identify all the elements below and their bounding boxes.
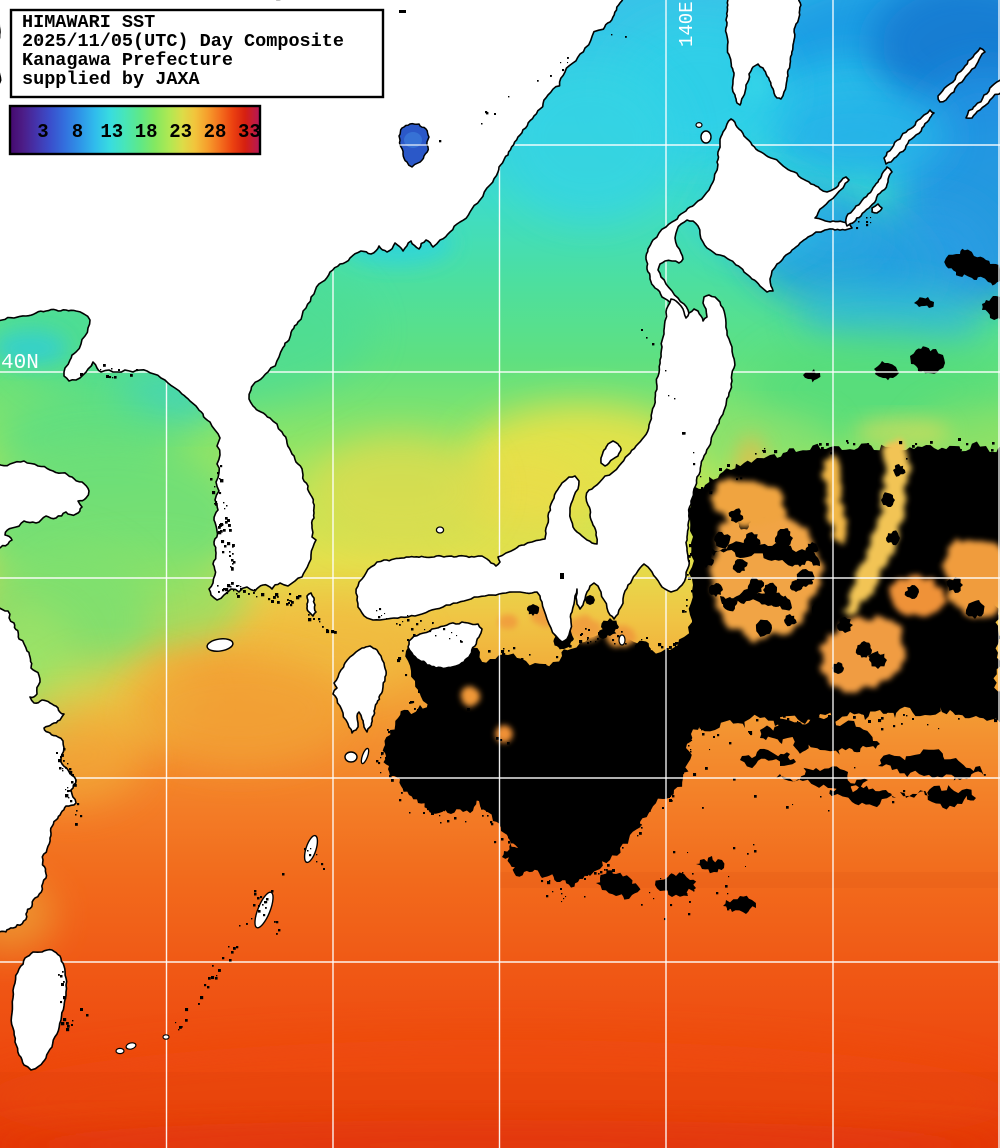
svg-text:33: 33 <box>238 121 261 143</box>
svg-text:8: 8 <box>72 121 83 143</box>
svg-text:18: 18 <box>135 121 158 143</box>
svg-text:supplied by JAXA: supplied by JAXA <box>22 69 201 90</box>
svg-text:3: 3 <box>37 121 48 143</box>
svg-text:28: 28 <box>204 121 227 143</box>
svg-text:HIMAWARI SST: HIMAWARI SST <box>22 12 155 33</box>
svg-text:Kanagawa Prefecture: Kanagawa Prefecture <box>22 50 233 71</box>
svg-text:140E: 140E <box>676 1 698 47</box>
svg-text:2025/11/05(UTC) Day Composite: 2025/11/05(UTC) Day Composite <box>22 31 344 52</box>
svg-text:23: 23 <box>169 121 192 143</box>
svg-text:13: 13 <box>100 121 123 143</box>
svg-text:40N: 40N <box>1 352 39 375</box>
